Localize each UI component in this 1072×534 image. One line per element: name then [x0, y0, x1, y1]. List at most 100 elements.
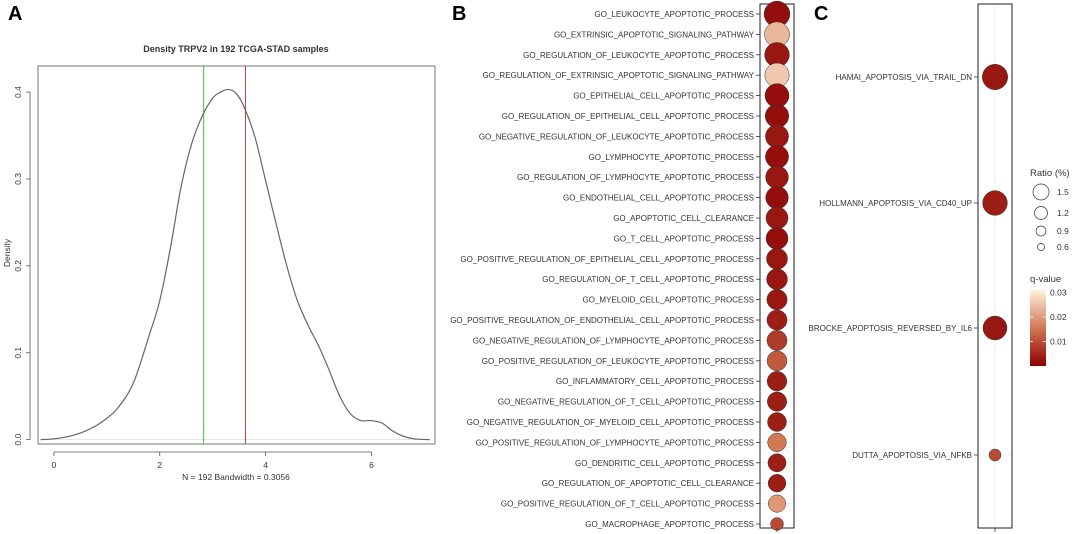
- ratio-legend-circle: [1034, 206, 1048, 220]
- density-curve: [40, 88, 430, 441]
- go-dot: [766, 350, 788, 371]
- qvalue-legend-title: q-value: [1030, 274, 1061, 285]
- go-term-label: GO_REGULATION_OF_T_CELL_APOPTOTIC_PROCES…: [542, 275, 754, 284]
- go-term-label: GO_NEGATIVE_REGULATION_OF_LYMPHOCYTE_APO…: [473, 336, 754, 345]
- go-dots: [763, 0, 791, 531]
- reference-lines: [40, 66, 430, 444]
- y-tick-label: 0.0: [13, 433, 23, 445]
- go-term-label: GO_T_CELL_APOPTOTIC_PROCESS: [614, 234, 754, 243]
- geneset-label: HOLLMANN_APOPTOSIS_VIA_CD40_UP: [819, 199, 972, 208]
- qvalue-tick-label: 0.02: [1050, 312, 1067, 322]
- go-term-label: GO_ENDOTHELIAL_CELL_APOPTOTIC_PROCESS: [563, 194, 754, 203]
- panel-letter-c: C: [814, 3, 828, 25]
- ratio-legend-label: 1.5: [1057, 187, 1069, 197]
- go-term-labels: GO_LEUKOCYTE_APOPTOTIC_PROCESS GO_EXTRINS…: [450, 10, 760, 529]
- go-dot: [765, 165, 789, 189]
- density-chart-title: Density TRPV2 in 192 TCGA-STAD samples: [143, 44, 328, 54]
- geneset-dot: [982, 64, 1008, 90]
- qvalue-colorbar: [1030, 290, 1046, 366]
- go-dot: [764, 103, 790, 129]
- go-dot: [765, 144, 789, 169]
- go-term-label: GO_POSITIVE_REGULATION_OF_LEUKOCYTE_APOP…: [482, 357, 754, 366]
- geneset-label: HAMAI_APOPTOSIS_VIA_TRAIL_DN: [836, 73, 973, 82]
- panel-letter-a: A: [8, 3, 22, 25]
- y-tick-label: 0.2: [13, 260, 23, 272]
- go-dot: [765, 206, 789, 230]
- go-dot: [766, 248, 788, 270]
- go-dot: [765, 124, 789, 149]
- go-dot: [764, 83, 790, 108]
- go-term-label: GO_NEGATIVE_REGULATION_OF_LEUKOCYTE_APOP…: [479, 132, 754, 141]
- go-dot-plot: GO_LEUKOCYTE_APOPTOTIC_PROCESS GO_EXTRINS…: [450, 0, 795, 532]
- x-tick-label: 0: [52, 460, 57, 470]
- go-dot: [766, 268, 788, 290]
- go-dot: [768, 494, 786, 513]
- geneset-dots: [982, 64, 1008, 462]
- geneset-dot-plot: HAMAI_APOPTOSIS_VIA_TRAIL_DN HOLLMANN_APO…: [809, 3, 1013, 532]
- go-term-label: GO_MACROPHAGE_APOPTOTIC_PROCESS: [585, 520, 754, 529]
- density-chart: Density TRPV2 in 192 TCGA-STAD samples 0…: [2, 44, 436, 482]
- go-term-label: GO_REGULATION_OF_LYMPHOCYTE_APOPTOTIC_PR…: [517, 173, 754, 182]
- ratio-legend-circle: [1037, 243, 1045, 251]
- go-dot: [766, 371, 788, 392]
- go-term-label: GO_POSITIVE_REGULATION_OF_ENDOTHELIAL_CE…: [450, 316, 754, 325]
- ratio-legend-label: 1.2: [1057, 208, 1069, 218]
- go-term-label: GO_EPITHELIAL_CELL_APOPTOTIC_PROCESS: [573, 92, 754, 101]
- y-tick-label: 0.3: [13, 173, 23, 185]
- go-term-label: GO_DENDRITIC_CELL_APOPTOTIC_PROCESS: [575, 459, 754, 468]
- geneset-dot: [982, 190, 1008, 216]
- go-term-label: GO_NEGATIVE_REGULATION_OF_MYELOID_CELL_A…: [467, 418, 754, 427]
- x-tick-label: 4: [263, 460, 268, 470]
- x-tick-label: 2: [157, 460, 162, 470]
- legend: Ratio (%) 1.51.20.90.6 q-value 0.030.020…: [1030, 168, 1070, 366]
- go-term-label: GO_REGULATION_OF_LEUKOCYTE_APOPTOTIC_PRO…: [523, 51, 754, 60]
- go-term-label: GO_POSITIVE_REGULATION_OF_T_CELL_APOPTOT…: [501, 500, 754, 509]
- go-term-label: GO_POSITIVE_REGULATION_OF_EPITHELIAL_CEL…: [460, 255, 754, 264]
- go-term-label: GO_REGULATION_OF_APOPTOTIC_CELL_CLEARANC…: [542, 479, 754, 488]
- go-term-label: GO_LEUKOCYTE_APOPTOTIC_PROCESS: [595, 10, 754, 19]
- go-dot: [766, 289, 788, 310]
- qvalue-legend-ticks: 0.03 0.02 0.01: [1030, 287, 1067, 346]
- go-dot: [765, 227, 789, 250]
- go-dot: [767, 412, 787, 432]
- qvalue-tick-label: 0.03: [1050, 287, 1067, 297]
- go-term-label: GO_REGULATION_OF_EPITHELIAL_CELL_APOPTOT…: [502, 112, 754, 121]
- go-dot: [767, 391, 787, 412]
- x-tick-label: 6: [369, 460, 374, 470]
- geneset-label: DUTTA_APOPTOSIS_VIA_NFKB: [852, 451, 972, 460]
- go-dot: [766, 309, 788, 331]
- go-term-label: GO_REGULATION_OF_EXTRINSIC_APOPTOTIC_SIG…: [483, 71, 755, 80]
- geneset-dot: [982, 315, 1008, 341]
- go-term-label: GO_NEGATIVE_REGULATION_OF_T_CELL_APOPTOT…: [498, 398, 754, 407]
- ratio-legend-title: Ratio (%): [1030, 168, 1070, 179]
- go-term-label: GO_APOPTOTIC_CELL_CLEARANCE: [613, 214, 754, 223]
- go-dot: [767, 474, 787, 493]
- go-dot: [767, 453, 787, 473]
- qvalue-tick-label: 0.01: [1050, 336, 1067, 346]
- go-term-label: GO_MYELOID_CELL_APOPTOTIC_PROCESS: [583, 296, 754, 305]
- geneset-dot: [988, 448, 1002, 462]
- y-axis: 0.0 0.1 0.2 0.3 0.4: [13, 86, 31, 446]
- geneset-label: BROCKE_APOPTOSIS_REVERSED_BY_IL6: [809, 324, 973, 333]
- panel-letter-b: B: [452, 3, 466, 25]
- go-dot: [765, 186, 789, 210]
- go-term-label: GO_INFLAMMATORY_CELL_APOPTOTIC_PROCESS: [556, 377, 754, 386]
- go-dot: [767, 432, 787, 452]
- go-term-label: GO_EXTRINSIC_APOPTOTIC_SIGNALING_PATHWAY: [554, 30, 755, 39]
- ratio-legend-label: 0.9: [1057, 226, 1069, 236]
- y-axis-label: Density: [2, 238, 12, 267]
- y-tick-label: 0.4: [13, 86, 23, 98]
- ratio-legend-circle: [1035, 225, 1047, 237]
- x-axis-label: N = 192 Bandwidth = 0.3056: [182, 472, 290, 482]
- ratio-legend: 1.5 1.2 0.9 0.6: [1032, 183, 1069, 252]
- y-tick-label: 0.1: [13, 347, 23, 359]
- density-plot-frame: [37, 65, 436, 445]
- go-term-label: GO_LYMPHOCYTE_APOPTOTIC_PROCESS: [588, 153, 754, 162]
- ratio-legend-circle: [1032, 183, 1050, 201]
- go-term-label: GO_POSITIVE_REGULATION_OF_LYMPHOCYTE_APO…: [476, 438, 754, 447]
- geneset-labels: HAMAI_APOPTOSIS_VIA_TRAIL_DN HOLLMANN_APO…: [809, 73, 978, 460]
- go-dot: [766, 330, 788, 351]
- ratio-legend-label: 0.6: [1057, 242, 1069, 252]
- x-axis: 0 2 4 6: [52, 451, 374, 470]
